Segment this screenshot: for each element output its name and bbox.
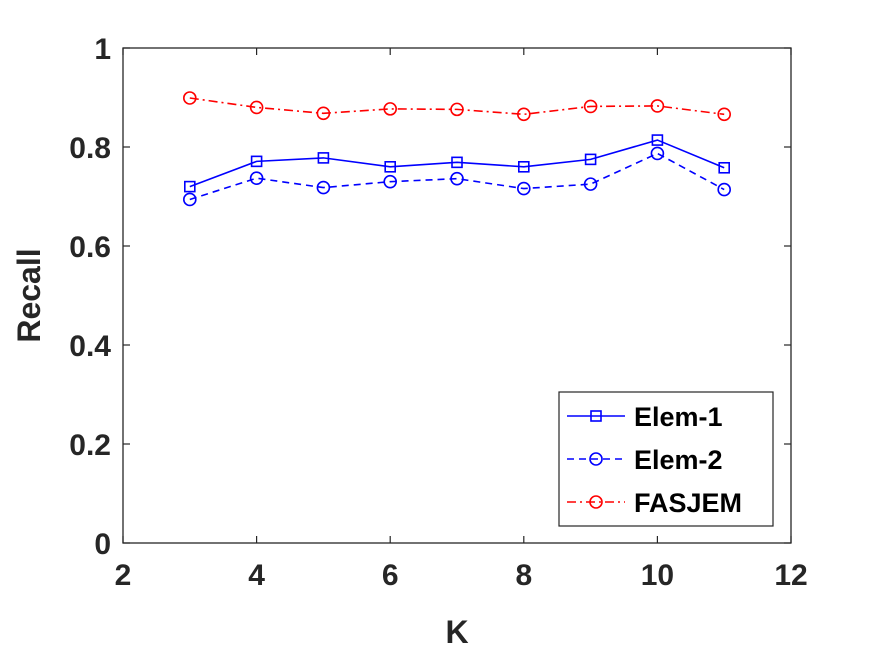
legend-marker — [590, 410, 602, 422]
legend-label: Elem-2 — [634, 445, 723, 475]
data-point — [383, 174, 398, 189]
series-elem-2 — [183, 146, 732, 207]
data-point — [249, 171, 264, 185]
data-point — [650, 99, 665, 113]
x-tick-label: 12 — [774, 559, 807, 592]
data-point — [450, 171, 464, 186]
data-point — [384, 161, 397, 173]
legend-entry: Elem-2 — [567, 445, 723, 475]
legend-marker — [589, 495, 603, 509]
series-line — [189, 97, 725, 116]
data-point — [184, 180, 196, 193]
y-tick-label: 0.2 — [69, 429, 111, 462]
data-point — [650, 146, 665, 161]
legend-label: Elem-1 — [634, 402, 723, 432]
legend-entry: FASJEM — [567, 488, 742, 518]
data-point — [583, 99, 598, 114]
series-layer — [183, 91, 732, 207]
data-point — [316, 180, 331, 195]
series-elem-1 — [184, 134, 731, 193]
data-point — [316, 106, 331, 121]
x-tick-label: 10 — [641, 559, 674, 592]
y-tick-label: 1 — [94, 33, 111, 66]
data-point — [718, 161, 731, 174]
legend-marker — [589, 452, 603, 466]
data-point — [383, 102, 398, 116]
data-point — [651, 134, 664, 146]
data-point — [517, 161, 530, 173]
legend-entry: Elem-1 — [567, 402, 723, 432]
x-tick-label: 8 — [515, 559, 532, 592]
data-point — [183, 192, 197, 207]
series-fasjem — [183, 91, 732, 122]
y-tick-label: 0.4 — [69, 330, 111, 363]
y-axis-title: Recall — [11, 248, 47, 342]
x-tick-label: 4 — [248, 559, 265, 592]
data-point — [717, 182, 732, 197]
data-point — [583, 177, 598, 191]
data-point — [249, 100, 264, 115]
data-point — [516, 181, 531, 196]
data-point — [317, 152, 330, 164]
x-tick-label: 6 — [382, 559, 399, 592]
y-axis: 0 0.2 0.4 0.6 0.8 1 — [69, 33, 791, 561]
x-axis: 2 4 6 8 10 12 — [115, 48, 808, 592]
data-point — [717, 107, 732, 122]
legend-label: FASJEM — [634, 488, 742, 518]
y-tick-label: 0.8 — [69, 132, 111, 165]
data-point — [584, 153, 597, 166]
data-point — [183, 91, 197, 105]
y-tick-label: 0.6 — [69, 231, 111, 264]
data-point — [250, 155, 263, 168]
legend: Elem-1 Elem-2 FASJEM — [558, 391, 774, 527]
series-line — [189, 139, 725, 188]
data-point — [451, 156, 463, 169]
x-axis-title: K — [445, 614, 468, 650]
data-point — [450, 102, 464, 117]
data-point — [516, 107, 531, 122]
y-tick-label: 0 — [94, 528, 111, 561]
x-tick-label: 2 — [115, 559, 132, 592]
